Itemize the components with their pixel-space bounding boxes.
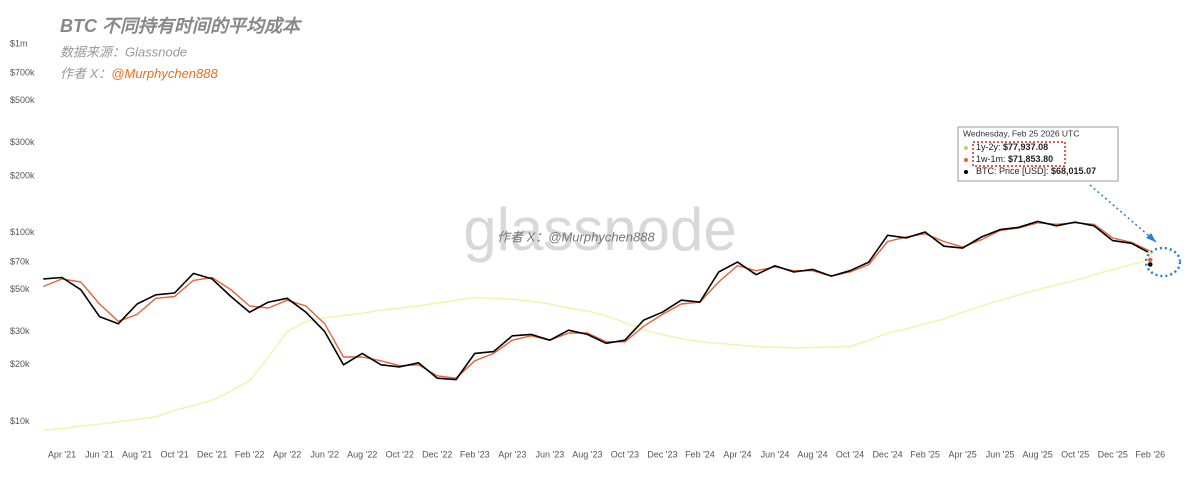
x-tick-label: Jun '21 [85, 449, 114, 459]
x-tick-label: Oct '25 [1061, 449, 1089, 459]
tooltip-dot [964, 146, 968, 150]
tooltip-row: BTC: Price [USD]: $68,015.07 [976, 166, 1096, 176]
x-tick-label: Apr '23 [498, 449, 526, 459]
x-tick-label: Dec '24 [872, 449, 902, 459]
x-tick-label: Jun '25 [986, 449, 1015, 459]
y-tick-label: $1m [10, 38, 28, 48]
tooltip-dot [964, 170, 968, 174]
subtitle: 数据来源：Glassnode [60, 44, 187, 59]
tooltip-row: 1y-2y: $77,937.08 [976, 142, 1048, 152]
author: 作者 X：@Murphychen888 [60, 66, 218, 81]
y-tick-label: $100k [10, 227, 35, 237]
x-tick-label: Apr '21 [48, 449, 76, 459]
x-tick-label: Jun '24 [761, 449, 790, 459]
x-tick-label: Aug '21 [122, 449, 152, 459]
watermark: glassnode [463, 196, 737, 263]
x-tick-label: Jun '23 [535, 449, 564, 459]
x-tick-label: Feb '26 [1135, 449, 1165, 459]
plot: $10k $20k $30k $50k $70k $100k $200k $300k $500k… [10, 38, 1165, 459]
tooltip-box [957, 126, 1119, 182]
x-tick-label: Feb '22 [235, 449, 265, 459]
x-tick-label: Apr '25 [948, 449, 976, 459]
x-tick-label: Feb '23 [460, 449, 490, 459]
tooltip-value: $77,937.08 [1003, 142, 1048, 152]
author-prefix: 作者 X： [60, 66, 111, 81]
x-tick-label: Dec '25 [1098, 449, 1128, 459]
x-tick-label: Apr '24 [723, 449, 751, 459]
x-tick-label: Jun '22 [310, 449, 339, 459]
x-tick-label: Aug '23 [572, 449, 602, 459]
hover-marker [1147, 261, 1153, 268]
x-tick-label: Oct '22 [386, 449, 414, 459]
x-tick-label: Apr '22 [273, 449, 301, 459]
x-tick-label: Aug '24 [797, 449, 827, 459]
y-tick-label: $30k [10, 326, 30, 336]
watermark-author: 作者 X：@Murphychen888 [497, 229, 655, 244]
x-tick-label: Aug '22 [347, 449, 377, 459]
y-tick-label: $20k [10, 359, 30, 369]
y-tick-label: $70k [10, 256, 30, 266]
x-tick-label: Feb '24 [685, 449, 715, 459]
series-name: 1w-1m [976, 154, 1003, 164]
series-line [43, 220, 1151, 381]
series-name: 1y-2y [976, 142, 999, 152]
annotation-arrow [1089, 184, 1157, 243]
separator: : [1046, 166, 1051, 176]
highlight-circle [1144, 246, 1182, 278]
x-tick-label: Dec '22 [422, 449, 452, 459]
x-tick-label: Oct '23 [611, 449, 639, 459]
author-handle: @Murphychen888 [111, 66, 218, 81]
y-tick-label: $500k [10, 95, 35, 105]
hover-marker [1147, 257, 1153, 263]
tooltip: Wednesday, Feb 25 2026 UTC 1y-2y: $77,93… [957, 126, 1119, 182]
y-tick-label: $50k [10, 284, 30, 294]
tooltip-value: $68,015.07 [1051, 166, 1096, 176]
tooltip-row: 1w-1m: $71,853.80 [976, 154, 1053, 164]
y-tick-label: $200k [10, 170, 35, 180]
x-tick-label: Dec '23 [647, 449, 677, 459]
series-line [43, 259, 1151, 431]
arrow-head [1146, 233, 1156, 242]
y-tick-label: $300k [10, 137, 35, 147]
x-tick-label: Oct '24 [836, 449, 864, 459]
x-tick-label: Feb '25 [910, 449, 940, 459]
x-tick-label: Dec '21 [197, 449, 227, 459]
separator: : [998, 142, 1003, 152]
y-tick-label: $700k [10, 68, 35, 78]
tooltip-value: $71,853.80 [1008, 154, 1053, 164]
series-name: BTC: Price [USD] [976, 166, 1046, 176]
separator: : [1003, 154, 1008, 164]
y-tick-label: $10k [10, 416, 30, 426]
tooltip-title: Wednesday, Feb 25 2026 UTC [963, 128, 1079, 138]
x-tick-label: Oct '21 [160, 449, 188, 459]
highlight-box [972, 141, 1066, 167]
x-tick-label: Aug '25 [1023, 449, 1053, 459]
tooltip-dot [964, 158, 968, 162]
chart-title: BTC 不同持有时间的平均成本 [60, 16, 303, 36]
